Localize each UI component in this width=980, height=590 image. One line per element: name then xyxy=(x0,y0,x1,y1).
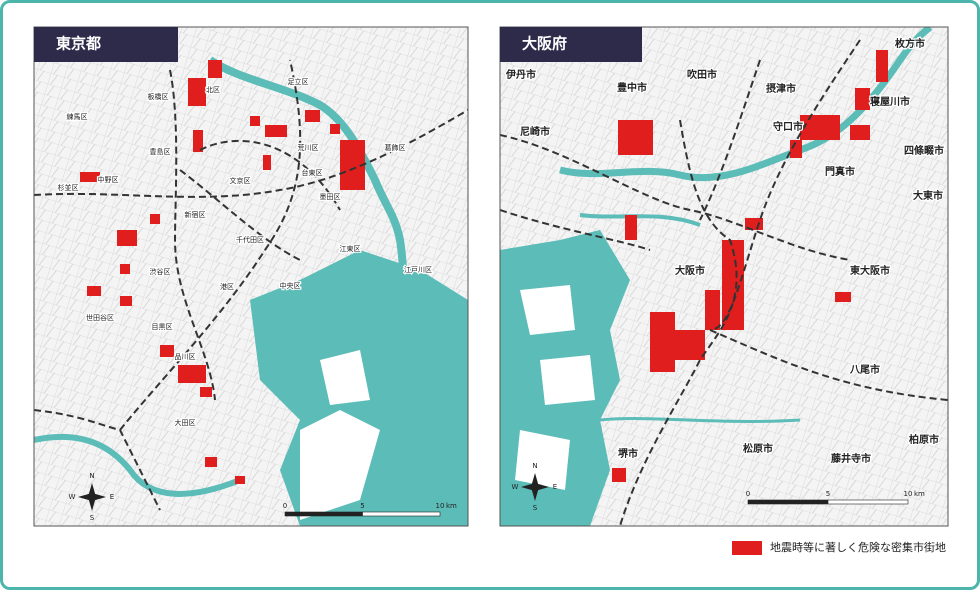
place-label: 伊丹市 xyxy=(505,68,536,81)
place-label: 北区 xyxy=(206,86,220,94)
compass-letter: E xyxy=(553,483,557,491)
place-label: 中央区 xyxy=(280,281,301,290)
place-label: 東大阪市 xyxy=(850,264,890,277)
place-label: 大阪市 xyxy=(675,264,705,277)
compass-letter: S xyxy=(533,504,538,512)
place-label: 大東市 xyxy=(913,189,943,202)
place-label: 四條畷市 xyxy=(904,144,944,157)
scale-label: 10 xyxy=(904,490,913,498)
place-label: 大田区 xyxy=(175,418,196,427)
compass-letter: E xyxy=(110,493,114,501)
scale-segment xyxy=(284,511,363,517)
compass-letter: N xyxy=(532,462,537,470)
place-label: 新宿区 xyxy=(185,210,206,219)
scale-segment xyxy=(362,511,441,517)
place-label: 港区 xyxy=(220,282,234,291)
panel-title: 東京都 xyxy=(56,35,101,53)
compass-rose xyxy=(78,483,106,511)
scale-label: 10 xyxy=(436,502,445,510)
place-label: 江東区 xyxy=(340,244,361,253)
place-label: 寝屋川市 xyxy=(870,95,910,108)
place-label: 江戸川区 xyxy=(404,266,432,274)
place-label: 柏原市 xyxy=(909,433,939,446)
scale-unit: km xyxy=(446,502,457,510)
place-label: 目黒区 xyxy=(152,323,173,331)
place-label: 堺市 xyxy=(618,447,638,460)
place-label: 練馬区 xyxy=(67,112,88,121)
compass-letter: W xyxy=(69,493,76,501)
place-label: 杉並区 xyxy=(58,183,79,192)
place-label: 中野区 xyxy=(98,175,119,184)
place-label: 渋谷区 xyxy=(150,267,171,276)
place-label: 足立区 xyxy=(288,77,309,86)
legend-swatch xyxy=(732,541,762,555)
compass-rose xyxy=(521,473,549,501)
legend-text: 地震時等に著しく危険な密集市街地 xyxy=(770,540,946,554)
place-label: 豊島区 xyxy=(150,147,171,156)
place-label: 吹田市 xyxy=(687,68,717,81)
place-label: 八尾市 xyxy=(849,363,880,376)
place-label: 藤井寺市 xyxy=(831,452,871,465)
place-label: 世田谷区 xyxy=(86,313,114,322)
place-label: 門真市 xyxy=(825,165,855,178)
osaka-map xyxy=(500,27,948,526)
place-label: 品川区 xyxy=(175,353,196,361)
place-label: 摂津市 xyxy=(766,82,796,95)
scale-label: 5 xyxy=(826,490,830,498)
place-label: 千代田区 xyxy=(236,235,264,244)
scale-segment xyxy=(827,499,909,505)
place-label: 台東区 xyxy=(302,168,323,177)
scale-label: 0 xyxy=(283,502,287,510)
place-label: 墨田区 xyxy=(320,193,341,201)
place-label: 荒川区 xyxy=(298,143,319,152)
place-label: 尼崎市 xyxy=(520,125,550,138)
place-label: 板橋区 xyxy=(148,92,169,101)
place-label: 豊中市 xyxy=(617,81,647,94)
place-label: 葛飾区 xyxy=(385,143,406,152)
panel-title: 大阪府 xyxy=(522,35,567,53)
compass-letter: N xyxy=(89,472,94,480)
compass-letter: S xyxy=(90,514,95,522)
tokyo-map xyxy=(34,27,468,526)
compass-letter: W xyxy=(512,483,519,491)
scale-label: 5 xyxy=(360,502,364,510)
place-label: 枚方市 xyxy=(895,37,925,50)
scale-unit: km xyxy=(914,490,925,498)
scale-label: 0 xyxy=(746,490,750,498)
place-label: 文京区 xyxy=(230,176,251,185)
scale-segment xyxy=(747,499,829,505)
place-label: 松原市 xyxy=(743,442,773,455)
place-label: 守口市 xyxy=(773,120,803,133)
